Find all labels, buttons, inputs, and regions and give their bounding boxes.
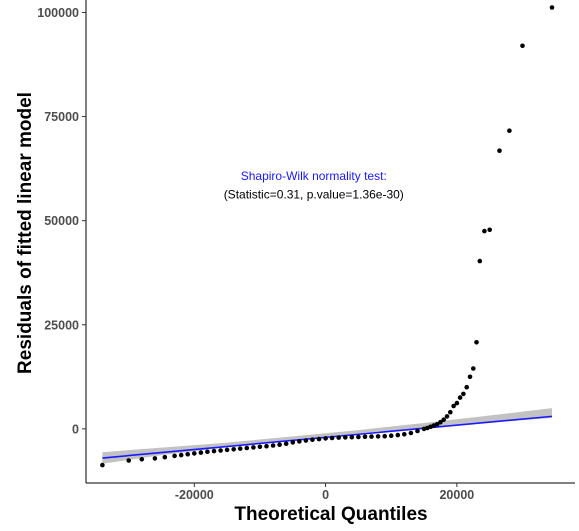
data-point xyxy=(487,227,493,233)
data-point xyxy=(477,258,483,264)
x-tick-label: -20000 xyxy=(175,488,214,502)
data-point xyxy=(395,432,401,438)
data-point xyxy=(474,340,479,345)
data-point xyxy=(224,447,230,453)
data-point xyxy=(451,403,456,409)
confidence-band xyxy=(102,408,553,464)
data-point xyxy=(139,457,145,462)
data-point xyxy=(283,441,289,447)
data-point xyxy=(303,438,309,443)
data-point xyxy=(349,434,355,440)
confidence-band-area xyxy=(102,408,553,464)
data-point xyxy=(549,5,555,10)
data-point xyxy=(356,434,361,440)
data-point xyxy=(297,439,302,444)
data-point xyxy=(329,435,335,441)
annotation-line1: Shapiro-Wilk normality test: xyxy=(241,169,387,183)
data-point xyxy=(362,434,368,440)
data-point xyxy=(172,453,177,459)
data-point xyxy=(507,128,512,133)
data-point xyxy=(457,395,463,400)
data-point xyxy=(316,436,322,442)
y-tick-label: 100000 xyxy=(37,6,79,20)
data-point xyxy=(205,449,210,455)
y-axis-title: Residuals of fitted linear model xyxy=(15,92,36,374)
x-tick-label: 0 xyxy=(322,488,329,502)
tick-labels: 0 25000 50000 75000 100000 -20000 0 20000 xyxy=(37,6,474,502)
data-point xyxy=(198,450,204,455)
data-point xyxy=(343,435,348,440)
data-point xyxy=(218,448,223,453)
y-tick-label: 0 xyxy=(72,422,79,436)
data-point xyxy=(471,366,476,371)
data-point xyxy=(369,434,374,439)
y-tick-label: 25000 xyxy=(44,318,79,332)
y-tick-label: 50000 xyxy=(44,214,79,228)
data-point xyxy=(454,400,460,406)
data-point xyxy=(402,432,407,437)
data-point xyxy=(257,444,263,450)
data-point xyxy=(336,435,342,440)
x-axis-title: Theoretical Quantiles xyxy=(234,504,427,525)
data-point xyxy=(520,43,525,49)
data-point xyxy=(211,448,217,454)
data-point xyxy=(464,384,470,390)
data-point xyxy=(277,442,282,448)
data-point xyxy=(408,430,414,436)
data-point xyxy=(482,228,487,234)
data-point xyxy=(441,417,447,423)
data-point xyxy=(264,443,269,449)
data-point xyxy=(185,452,190,457)
data-point xyxy=(100,462,105,468)
data-point xyxy=(270,443,276,448)
data-point xyxy=(375,434,381,439)
data-point xyxy=(178,452,184,458)
data-point xyxy=(438,419,443,425)
data-points xyxy=(100,5,555,468)
data-point xyxy=(192,451,197,456)
data-point xyxy=(251,445,256,450)
data-point xyxy=(461,391,466,397)
data-point xyxy=(290,440,296,445)
data-point xyxy=(231,447,236,452)
data-point xyxy=(448,409,453,415)
x-tick-label: 20000 xyxy=(439,488,474,502)
data-point xyxy=(126,458,131,463)
data-point xyxy=(497,148,502,153)
data-point xyxy=(415,428,420,434)
data-point xyxy=(388,433,394,439)
data-point xyxy=(162,454,168,460)
data-point xyxy=(382,433,388,439)
annotation-line2: (Statistic=0.31, p.value=1.36e-30) xyxy=(224,188,404,202)
y-tick-label: 75000 xyxy=(44,110,79,124)
data-point xyxy=(237,446,243,451)
axes xyxy=(82,0,575,487)
data-point xyxy=(323,436,328,441)
data-point xyxy=(467,374,473,380)
data-point xyxy=(152,456,158,461)
data-point xyxy=(244,445,250,451)
data-point xyxy=(444,414,450,419)
data-point xyxy=(310,437,315,443)
